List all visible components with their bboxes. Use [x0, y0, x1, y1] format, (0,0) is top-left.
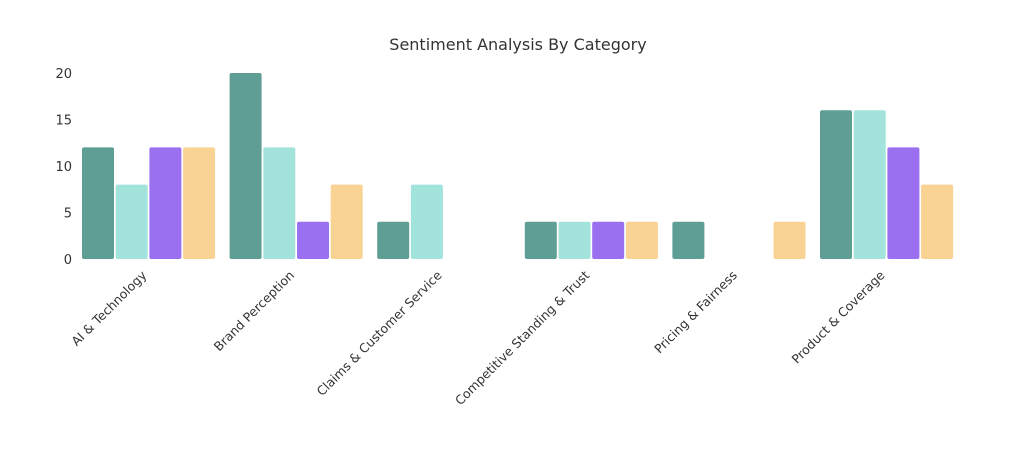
- bar[interactable]: [183, 147, 216, 259]
- bar[interactable]: [377, 221, 410, 259]
- bar[interactable]: [820, 110, 852, 259]
- x-tick-label: Product & Coverage: [788, 267, 887, 366]
- bar[interactable]: [921, 184, 954, 259]
- y-tick-label: 20: [55, 67, 72, 82]
- y-tick-label: 10: [55, 160, 72, 175]
- x-tick-label: Pricing & Fairness: [651, 268, 740, 357]
- bar[interactable]: [297, 221, 329, 259]
- bar[interactable]: [853, 110, 886, 259]
- x-tick-label: Competitive Standing & Trust: [452, 267, 593, 408]
- bar[interactable]: [330, 184, 363, 259]
- bar[interactable]: [115, 184, 148, 259]
- bar[interactable]: [672, 221, 705, 259]
- bar[interactable]: [410, 184, 443, 259]
- bar[interactable]: [229, 73, 262, 259]
- bar[interactable]: [592, 221, 625, 259]
- bar[interactable]: [524, 221, 557, 259]
- chart-title: Sentiment Analysis By Category: [389, 35, 646, 54]
- bar[interactable]: [887, 147, 920, 259]
- bar[interactable]: [558, 221, 591, 259]
- bar[interactable]: [773, 221, 806, 259]
- y-tick-label: 0: [64, 253, 72, 268]
- bar[interactable]: [625, 221, 658, 259]
- bar[interactable]: [263, 147, 296, 259]
- x-tick-label: AI & Technology: [68, 267, 150, 349]
- bar[interactable]: [82, 147, 114, 259]
- x-tick-label: Claims & Customer Service: [313, 267, 444, 398]
- y-tick-label: 15: [55, 114, 72, 129]
- x-tick-label: Brand Perception: [211, 268, 297, 354]
- y-tick-label: 5: [64, 207, 72, 222]
- bar[interactable]: [149, 147, 182, 259]
